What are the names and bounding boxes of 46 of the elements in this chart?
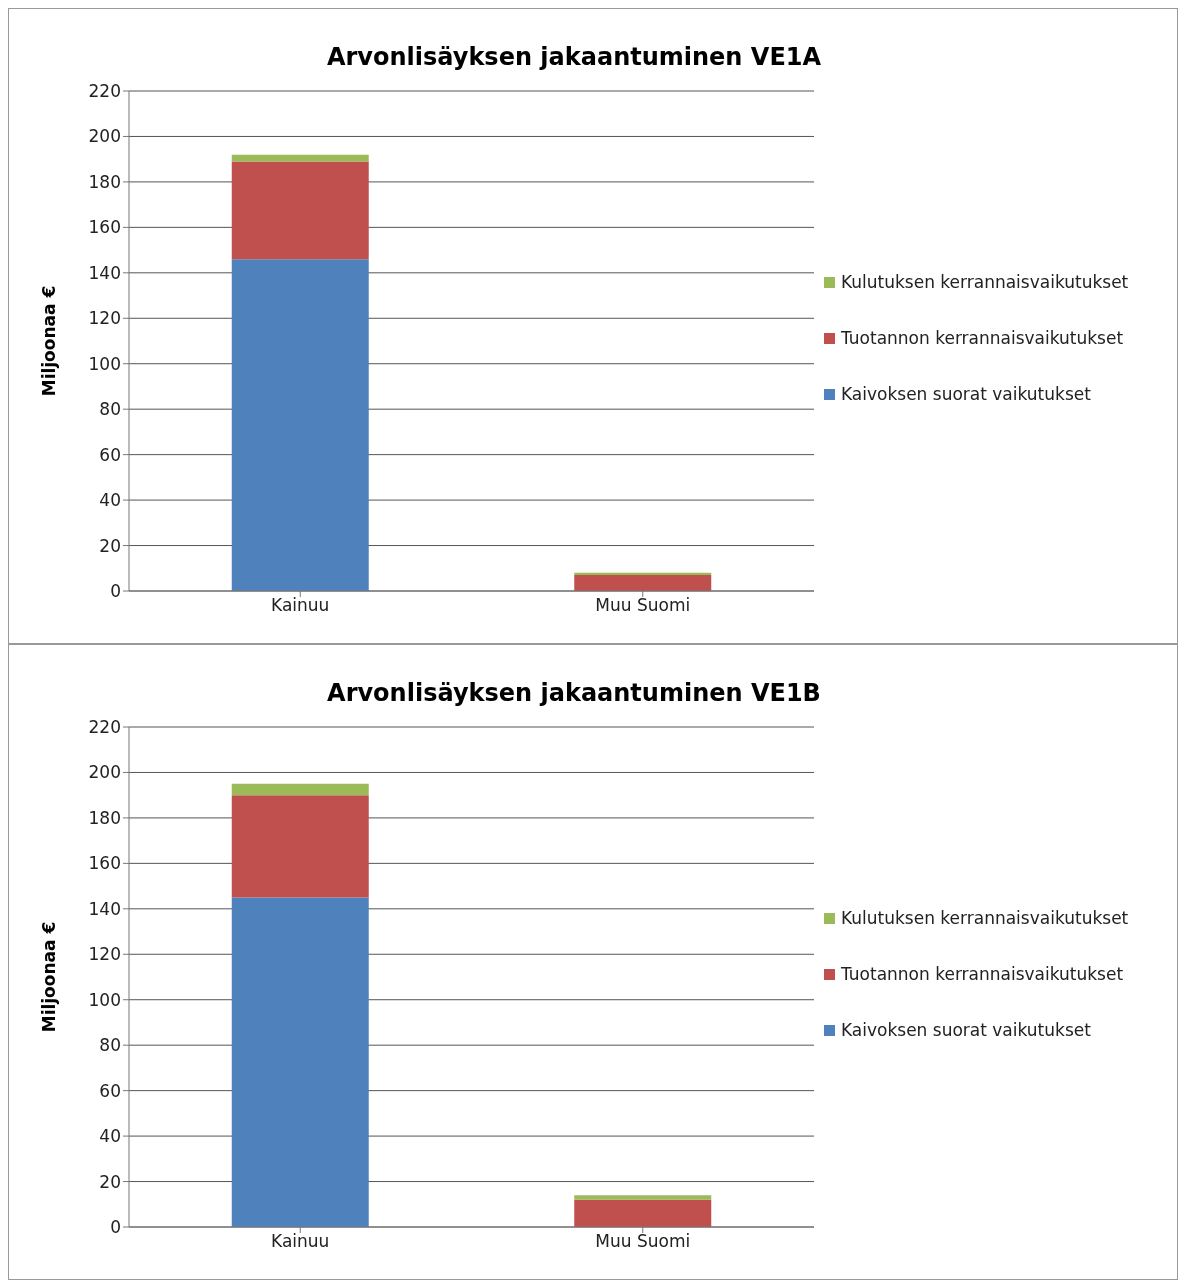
x-tick-label: Muu Suomi: [595, 595, 691, 616]
legend-label: Kaivoksen suorat vaikutukset: [841, 1020, 1091, 1040]
y-tick-label: 80: [99, 399, 121, 420]
y-tick-label: 140: [88, 898, 121, 919]
bar: [574, 1199, 712, 1227]
bar: [231, 897, 369, 1227]
y-tick-label: 60: [99, 444, 121, 465]
y-tick-label: 80: [99, 1035, 121, 1056]
bar: [574, 575, 712, 591]
y-tick-label: 0: [110, 1217, 121, 1238]
y-tick-label: 140: [88, 262, 121, 283]
y-tick-label: 20: [99, 1171, 121, 1192]
x-tick-label: Kainuu: [271, 1231, 330, 1252]
y-tick-label: 160: [88, 853, 121, 874]
y-tick-label: 180: [88, 807, 121, 828]
legend-label: Kulutuksen kerrannaisvaikutukset: [841, 272, 1129, 292]
y-tick-label: 160: [88, 217, 121, 238]
chart-title: Arvonlisäyksen jakaantuminen VE1A: [325, 43, 823, 71]
y-tick-label: 120: [88, 308, 121, 329]
y-tick-label: 100: [88, 353, 121, 374]
bar: [231, 783, 369, 796]
y-tick-label: 40: [99, 1126, 121, 1147]
x-tick-label: Kainuu: [271, 595, 330, 616]
x-tick-label: Muu Suomi: [595, 1231, 691, 1252]
y-tick-label: 120: [88, 944, 121, 965]
y-tick-label: 40: [99, 490, 121, 511]
chart-title: Arvonlisäyksen jakaantuminen VE1B: [326, 679, 822, 707]
y-tick-label: 200: [88, 762, 121, 783]
legend-label: Tuotannon kerrannaisvaikutukset: [841, 328, 1124, 348]
y-tick-label: 0: [110, 581, 121, 602]
y-tick-label: 200: [88, 126, 121, 147]
y-tick-label: 220: [88, 81, 121, 102]
legend-label: Kulutuksen kerrannaisvaikutukset: [841, 908, 1129, 928]
y-axis-title: Miljoonaa €: [39, 921, 60, 1033]
bar: [231, 795, 369, 898]
y-tick-label: 20: [99, 535, 121, 556]
bar: [574, 1195, 712, 1200]
y-tick-label: 180: [88, 171, 121, 192]
y-tick-label: 100: [88, 989, 121, 1010]
bar: [231, 259, 369, 591]
legend-label: Tuotannon kerrannaisvaikutukset: [841, 964, 1124, 984]
y-tick-label: 220: [88, 717, 121, 738]
y-axis-title: Miljoonaa €: [39, 285, 60, 397]
y-tick-label: 60: [99, 1080, 121, 1101]
bar: [231, 161, 369, 260]
legend-label: Kaivoksen suorat vaikutukset: [841, 384, 1091, 404]
